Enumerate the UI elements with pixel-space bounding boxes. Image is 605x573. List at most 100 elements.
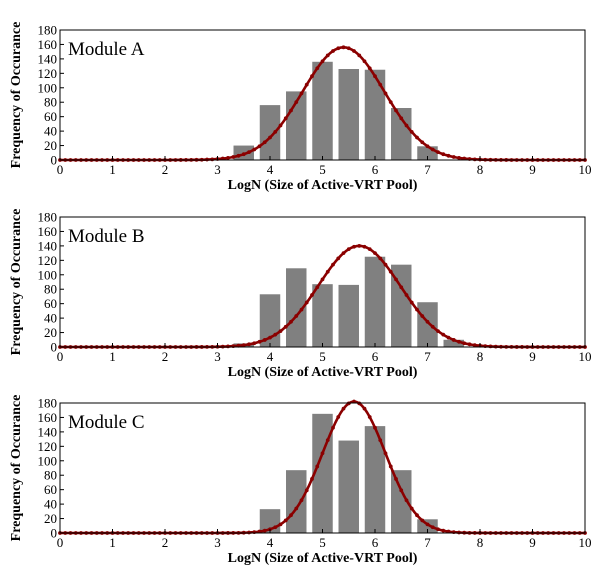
curve-point [325, 53, 330, 58]
y-tick-label: 160 [38, 410, 58, 425]
x-tick-label: 1 [109, 349, 116, 364]
x-tick-label: 7 [424, 349, 431, 364]
bar [286, 268, 307, 347]
curve-point [283, 324, 288, 329]
curve-point [367, 66, 372, 71]
curve-point [462, 156, 467, 161]
curve-point [320, 451, 325, 456]
curve-point [446, 153, 451, 158]
x-tick-label: 6 [372, 535, 379, 550]
curve-point [346, 46, 351, 51]
curve-point [446, 335, 451, 340]
x-tick-label: 10 [579, 349, 592, 364]
curve-point [394, 108, 398, 113]
y-tick-label: 80 [44, 282, 57, 297]
curve-point [451, 338, 456, 342]
curve-point [420, 518, 425, 523]
curve-point [247, 150, 251, 155]
curve-point [257, 144, 262, 149]
y-tick-label: 20 [44, 138, 57, 153]
x-tick-label: 7 [424, 535, 431, 550]
curve-point [310, 74, 314, 79]
curve-point [310, 293, 314, 297]
curve-point [231, 155, 236, 159]
curve-point [420, 140, 425, 145]
curve-point [441, 528, 446, 533]
y-tick-label: 120 [38, 253, 58, 268]
x-tick-label: 0 [57, 535, 64, 550]
curve-point [331, 425, 335, 430]
curve-point [404, 293, 409, 297]
curve-point [278, 123, 283, 128]
curve-point [409, 506, 414, 511]
x-tick-label: 2 [162, 535, 169, 550]
bar [443, 339, 464, 347]
curve-point [373, 251, 377, 256]
curve-point [425, 319, 430, 324]
y-tick-label: 0 [51, 526, 58, 541]
panel-title: Module C [68, 412, 145, 433]
curve-point [367, 247, 372, 252]
curve-point [383, 451, 388, 456]
x-tick-label: 8 [477, 535, 484, 550]
y-tick-label: 60 [44, 109, 57, 124]
y-tick-label: 20 [44, 325, 57, 340]
y-tick-label: 120 [38, 439, 58, 454]
curve-point [441, 332, 446, 337]
curve-point [252, 147, 257, 152]
curve-point [289, 108, 293, 113]
curve-point [325, 438, 330, 443]
curve-point [404, 498, 409, 503]
y-tick-label: 60 [44, 296, 57, 311]
curve-point [409, 300, 414, 305]
curve-point [247, 530, 251, 535]
curve-point [346, 247, 351, 252]
curve-point [294, 314, 299, 318]
y-tick-label: 180 [38, 210, 58, 225]
bar [338, 440, 359, 533]
curve-point [299, 498, 304, 503]
curve-point [409, 130, 414, 134]
x-tick-label: 10 [579, 535, 592, 550]
curve-point [226, 155, 230, 160]
x-axis-label: LogN (Size of Active-VRT Pool) [228, 551, 418, 566]
curve-point [430, 324, 435, 329]
curve-point [394, 277, 398, 282]
curve-point [472, 157, 477, 162]
curve-point [373, 425, 377, 430]
curve-point [336, 415, 341, 419]
y-tick-label: 180 [38, 23, 58, 38]
curve-point [289, 319, 293, 324]
panel-title: Module B [68, 226, 145, 247]
curve-point [289, 513, 293, 518]
curve-point [236, 153, 241, 158]
curve-point [341, 406, 346, 411]
curve-point [315, 285, 320, 290]
x-axis-label: LogN (Size of Active-VRT Pool) [228, 178, 418, 193]
y-axis-label: Frequency of Occurance [9, 209, 24, 356]
x-tick-label: 1 [109, 535, 116, 550]
curve-point [430, 147, 435, 152]
x-tick-label: 4 [267, 162, 274, 177]
x-tick-label: 3 [214, 349, 221, 364]
panel-title: Module A [68, 39, 145, 60]
curve-point [320, 277, 325, 282]
curve-point [430, 525, 435, 530]
curve-point [320, 59, 325, 64]
curve-point [394, 477, 398, 481]
y-tick-label: 160 [38, 37, 58, 52]
curve-point [262, 528, 267, 533]
y-tick-label: 180 [38, 396, 58, 411]
curve-point [425, 522, 430, 527]
curve-point [457, 339, 461, 344]
bar [364, 69, 386, 160]
curve-point [378, 256, 383, 261]
x-tick-label: 6 [372, 162, 379, 177]
curve-point [283, 518, 288, 523]
x-tick-label: 2 [162, 162, 169, 177]
curve-point [352, 244, 356, 249]
curve-point [310, 477, 314, 481]
